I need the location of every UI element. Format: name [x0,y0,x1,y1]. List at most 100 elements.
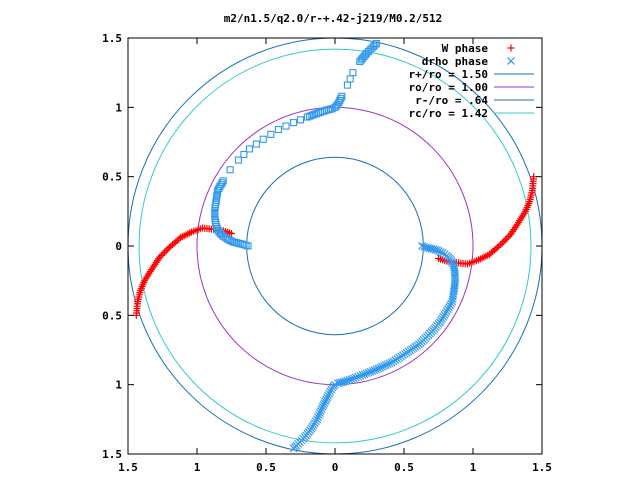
data-point [500,237,508,245]
data-point [318,402,327,411]
circle-3 [246,156,424,336]
series-1 [132,173,538,319]
data-point [164,245,172,253]
data-point [225,236,233,244]
data-point [296,116,305,124]
y-tick-label: 0.5 [102,309,122,322]
data-point [345,375,354,384]
data-point [446,255,455,264]
legend-entry: W phase [442,42,515,55]
y-tick-label: 0 [115,240,122,253]
data-point [274,125,282,134]
data-point [360,370,369,379]
data-point [157,251,165,259]
data-point [259,135,267,143]
chart-title: m2/n1.5/q2.0/r-+.42-j219/M0.2/512 [224,12,443,25]
legend-entry: drho phase [422,55,515,68]
circle-4 [138,48,532,444]
data-point [506,231,514,239]
data-point [252,140,260,148]
data-point [303,113,311,121]
data-point [435,247,443,256]
series-2 [289,242,459,453]
data-point [385,359,394,368]
x-tick-label: 1 [194,461,201,474]
data-point [162,247,170,255]
data-point [368,367,377,375]
data-point [308,111,316,119]
legend-entry: rc/ro = 1.42 [409,107,534,120]
data-point [314,411,323,420]
y-tick-label: 0.5 [102,171,122,184]
data-point [314,413,322,422]
y-tick-label: 1 [115,379,122,392]
axis-ticks: 1.5 1 0.5 0 0.5 1 1.51.510.500.511.5 [102,32,552,474]
data-point [347,375,356,384]
data-point [383,360,392,369]
data-point [354,372,363,381]
data-point [234,156,242,164]
data-point [362,369,371,378]
data-point [418,242,426,250]
data-point [371,41,379,49]
data-point [219,177,227,185]
data-point [306,112,314,120]
data-series [132,39,538,453]
data-point [218,179,226,187]
data-point [356,371,365,380]
data-point [315,409,324,418]
data-point [317,405,326,413]
data-point [352,373,360,382]
data-point [290,119,298,127]
data-point [372,39,380,48]
legend-label: W phase [442,42,489,55]
y-tick-label: 1.5 [102,32,122,45]
legend-entry: r+/ro = 1.50 [409,68,534,81]
data-point [328,383,337,392]
data-point [325,389,334,398]
legend-label: r+/ro = 1.50 [409,68,488,81]
data-point [316,407,325,415]
data-point [245,145,253,153]
data-point [349,69,357,77]
x-tick-label: 0.5 [394,461,414,474]
legend-marker-sample [507,57,515,65]
data-point [282,122,290,130]
data-point [372,365,381,374]
data-point [326,387,335,396]
legend-label: drho phase [422,55,489,68]
data-point [374,364,383,373]
x-tick-label: 0.5 [256,461,276,474]
data-point [376,363,385,372]
data-point [156,253,164,261]
data-point [324,391,333,400]
data-point [448,295,457,303]
data-point [322,395,331,404]
data-point [159,250,167,258]
data-point [343,81,351,89]
legend-entry: r-/ro = .64 [415,94,534,107]
y-tick-label: 1 [115,101,122,114]
data-point [358,371,367,379]
x-tick-label: 1.5 [118,461,138,474]
data-point [323,393,332,402]
data-point [336,96,344,104]
data-point [378,362,387,371]
legend-entry: ro/ro = 1.00 [409,81,534,94]
data-point [505,233,513,241]
data-point [226,166,234,174]
data-point [435,254,442,262]
data-point [161,248,169,256]
legend-label: r-/ro = .64 [415,94,488,107]
y-tick-label: 1.5 [102,448,122,461]
data-point [319,401,328,409]
data-point [321,397,330,406]
data-point [267,130,275,138]
x-tick-label: 0 [332,461,339,474]
data-point [349,374,358,383]
data-point [381,361,390,370]
legend-label: rc/ro = 1.42 [409,107,488,120]
data-point [364,368,373,377]
